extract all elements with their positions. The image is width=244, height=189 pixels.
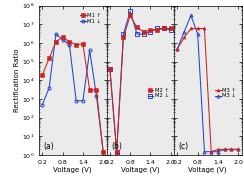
M2 ↓ bbox=[122, 33, 125, 35]
M1 ↓ bbox=[81, 100, 84, 102]
M3 ↑ bbox=[216, 148, 219, 150]
X-axis label: Voltage (V): Voltage (V) bbox=[53, 166, 92, 173]
Text: (c): (c) bbox=[179, 142, 189, 150]
M1 ↓ bbox=[61, 39, 64, 41]
M3 ↓ bbox=[210, 151, 213, 153]
M3 ↓ bbox=[237, 148, 240, 150]
M3 ↑ bbox=[196, 27, 199, 30]
Legend: M1 ↑, M1 ↓: M1 ↑, M1 ↓ bbox=[79, 11, 102, 25]
Line: M3 ↓: M3 ↓ bbox=[176, 14, 240, 153]
M2 ↓ bbox=[156, 27, 159, 30]
M1 ↓ bbox=[88, 49, 91, 52]
Line: M1 ↓: M1 ↓ bbox=[41, 33, 105, 153]
Legend: M3 ↑, M3 ↓: M3 ↑, M3 ↓ bbox=[214, 86, 238, 100]
M3 ↑ bbox=[176, 47, 179, 50]
M3 ↓ bbox=[203, 151, 206, 153]
M1 ↑ bbox=[88, 89, 91, 91]
X-axis label: Voltage (V): Voltage (V) bbox=[121, 166, 160, 173]
M2 ↑ bbox=[135, 26, 138, 28]
M3 ↑ bbox=[230, 148, 233, 150]
M1 ↑ bbox=[75, 44, 78, 46]
Line: M2 ↑: M2 ↑ bbox=[108, 14, 172, 153]
M2 ↑ bbox=[169, 27, 172, 30]
M1 ↑ bbox=[81, 43, 84, 45]
Legend: M2 ↑, M2 ↓: M2 ↑, M2 ↓ bbox=[146, 86, 170, 100]
M3 ↑ bbox=[210, 151, 213, 153]
M3 ↓ bbox=[216, 151, 219, 153]
M2 ↑ bbox=[108, 68, 111, 70]
M1 ↓ bbox=[95, 94, 98, 97]
Line: M1 ↑: M1 ↑ bbox=[41, 36, 105, 153]
M1 ↓ bbox=[75, 100, 78, 102]
M2 ↓ bbox=[115, 151, 118, 153]
M2 ↓ bbox=[129, 10, 132, 12]
M2 ↑ bbox=[156, 29, 159, 31]
M3 ↑ bbox=[190, 27, 193, 30]
M2 ↓ bbox=[142, 33, 145, 35]
M3 ↓ bbox=[223, 148, 226, 150]
M2 ↓ bbox=[163, 27, 165, 30]
Text: (a): (a) bbox=[44, 142, 54, 150]
M2 ↑ bbox=[149, 29, 152, 31]
M1 ↑ bbox=[54, 40, 57, 43]
M3 ↓ bbox=[196, 33, 199, 35]
M2 ↓ bbox=[135, 33, 138, 35]
Line: M3 ↑: M3 ↑ bbox=[176, 27, 240, 153]
M1 ↑ bbox=[95, 89, 98, 91]
M2 ↓ bbox=[149, 31, 152, 33]
M3 ↓ bbox=[230, 148, 233, 150]
M2 ↑ bbox=[115, 151, 118, 153]
M3 ↑ bbox=[237, 148, 240, 150]
M2 ↓ bbox=[169, 29, 172, 31]
Line: M2 ↓: M2 ↓ bbox=[108, 10, 172, 153]
M1 ↑ bbox=[48, 57, 51, 60]
M3 ↓ bbox=[183, 31, 186, 33]
M1 ↓ bbox=[41, 103, 44, 106]
M1 ↑ bbox=[102, 151, 105, 153]
M1 ↓ bbox=[102, 151, 105, 153]
M1 ↓ bbox=[54, 33, 57, 35]
M1 ↓ bbox=[48, 87, 51, 89]
M1 ↑ bbox=[68, 40, 71, 43]
M3 ↑ bbox=[223, 148, 226, 150]
M1 ↑ bbox=[61, 36, 64, 39]
Y-axis label: Rectification Ratio: Rectification Ratio bbox=[14, 49, 20, 112]
M1 ↑ bbox=[41, 74, 44, 76]
M2 ↑ bbox=[129, 14, 132, 17]
M2 ↑ bbox=[122, 36, 125, 39]
X-axis label: Voltage (V): Voltage (V) bbox=[189, 166, 227, 173]
Text: (b): (b) bbox=[111, 142, 122, 150]
M3 ↓ bbox=[176, 47, 179, 50]
M3 ↓ bbox=[190, 14, 193, 17]
M3 ↑ bbox=[183, 36, 186, 39]
M3 ↑ bbox=[203, 27, 206, 30]
M2 ↓ bbox=[108, 68, 111, 70]
M2 ↑ bbox=[163, 27, 165, 30]
M2 ↑ bbox=[142, 31, 145, 33]
M1 ↓ bbox=[68, 44, 71, 46]
